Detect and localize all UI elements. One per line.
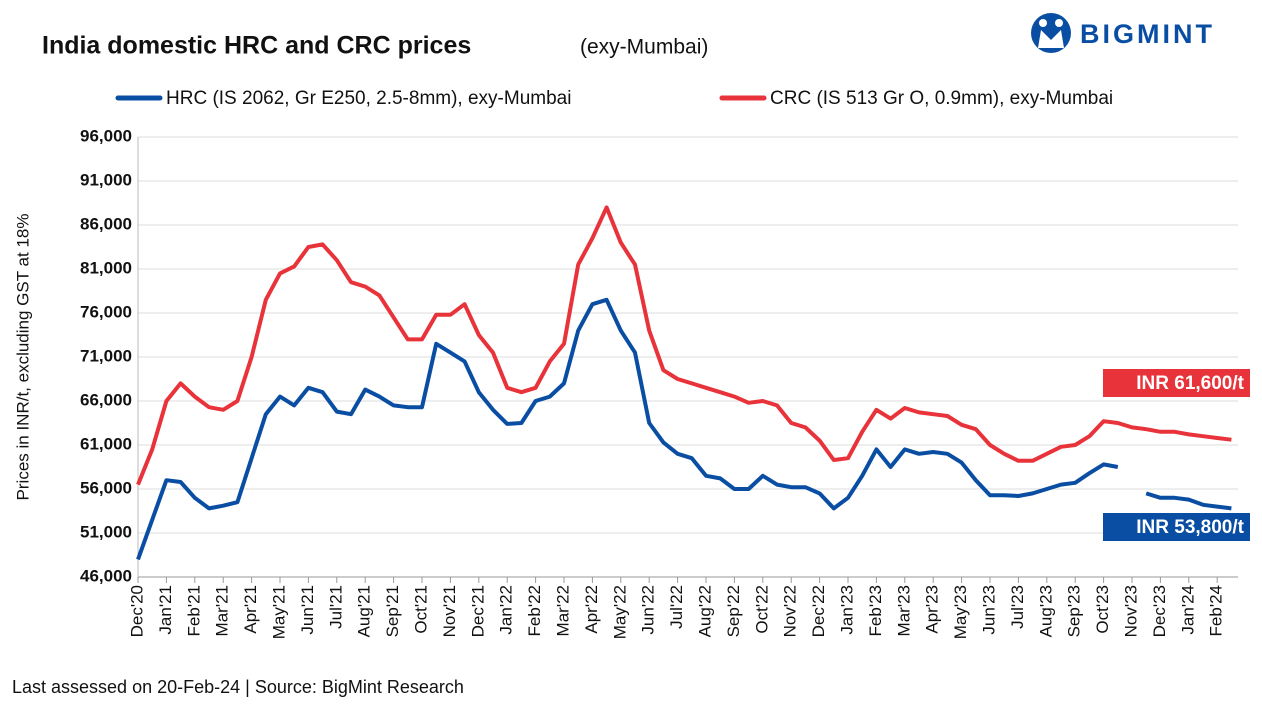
x-tick-label: Dec'21 — [468, 585, 487, 637]
x-tick-label: Mar'23 — [894, 585, 913, 636]
x-tick-label: Jul'21 — [326, 585, 345, 629]
x-tick-label: Feb'22 — [525, 585, 544, 636]
x-tick-label: May'23 — [951, 585, 970, 639]
x-tick-label: Aug'21 — [355, 585, 374, 637]
x-tick-label: Nov'22 — [781, 585, 800, 637]
x-tick-label: Mar'21 — [213, 585, 232, 636]
x-tick-label: Apr'23 — [923, 585, 942, 634]
x-tick-label: Jul'23 — [1008, 585, 1027, 629]
x-tick-label: Jun'22 — [639, 585, 658, 635]
legend-label: HRC (IS 2062, Gr E250, 2.5-8mm), exy-Mum… — [166, 88, 571, 109]
legend-label: CRC (IS 513 Gr O, 0.9mm), exy-Mumbai — [770, 88, 1113, 109]
x-tick-label: Nov'23 — [1121, 585, 1140, 637]
y-tick-label: 86,000 — [80, 214, 132, 233]
x-tick-label: Sep'22 — [724, 585, 743, 637]
x-tick-label: Sep'23 — [1065, 585, 1084, 637]
series-line — [136, 297, 1119, 561]
x-tick-label: Dec'20 — [127, 585, 146, 637]
x-tick-label: Feb'23 — [866, 585, 885, 636]
x-tick-label: Apr'22 — [582, 585, 601, 634]
x-tick-label: Jan'21 — [156, 585, 175, 635]
x-tick-label: Jun'21 — [298, 585, 317, 635]
y-tick-label: 56,000 — [80, 478, 132, 497]
x-tick-label: Mar'22 — [553, 585, 572, 636]
chart-subtitle: (exy-Mumbai) — [580, 36, 708, 59]
x-tick-label: Oct'21 — [411, 585, 430, 634]
y-tick-label: 46,000 — [80, 566, 132, 585]
y-tick-label: 61,000 — [80, 434, 132, 453]
x-tick-label: Sep'21 — [383, 585, 402, 637]
x-tick-label: May'21 — [269, 585, 288, 639]
x-tick-label: Aug'23 — [1036, 585, 1055, 637]
logo-icon — [1031, 13, 1071, 53]
annotation-label: INR 61,600/t — [1136, 373, 1244, 394]
footer: Last assessed on 20-Feb-24 | Source: Big… — [12, 677, 464, 697]
y-tick-label: 71,000 — [80, 346, 132, 365]
x-tick-label: Dec'23 — [1150, 585, 1169, 637]
y-tick-label: 81,000 — [80, 258, 132, 277]
x-tick-label: Oct'23 — [1093, 585, 1112, 634]
x-tick-label: Jul'22 — [667, 585, 686, 629]
x-tick-label: May'22 — [610, 585, 629, 639]
x-tick-label: Feb'21 — [184, 585, 203, 636]
series-line — [136, 205, 1232, 486]
y-tick-label: 66,000 — [80, 390, 132, 409]
x-tick-label: Oct'22 — [752, 585, 771, 634]
y-tick-label: 96,000 — [80, 126, 132, 145]
annotation-box — [1103, 513, 1250, 541]
y-axis-label: Prices in INR/t, excluding GST at 18% — [13, 214, 32, 501]
chart-title: India domestic HRC and CRC prices — [42, 32, 471, 60]
logo-text: BIGMINT — [1080, 19, 1215, 49]
x-tick-label: Feb'24 — [1207, 585, 1226, 636]
x-tick-label: Dec'22 — [809, 585, 828, 637]
annotation-label: INR 53,800/t — [1136, 517, 1244, 538]
x-tick-label: Jan'24 — [1178, 585, 1197, 635]
y-tick-label: 91,000 — [80, 170, 132, 189]
x-tick-label: Aug'22 — [695, 585, 714, 637]
x-tick-label: Jan'22 — [497, 585, 516, 635]
y-tick-label: 76,000 — [80, 302, 132, 321]
series-line — [1145, 491, 1232, 511]
x-tick-label: Nov'21 — [440, 585, 459, 637]
x-tick-label: Apr'21 — [241, 585, 260, 634]
y-tick-label: 51,000 — [80, 522, 132, 541]
x-tick-label: Jan'23 — [837, 585, 856, 635]
x-tick-label: Jun'23 — [979, 585, 998, 635]
annotation-box — [1103, 369, 1250, 397]
